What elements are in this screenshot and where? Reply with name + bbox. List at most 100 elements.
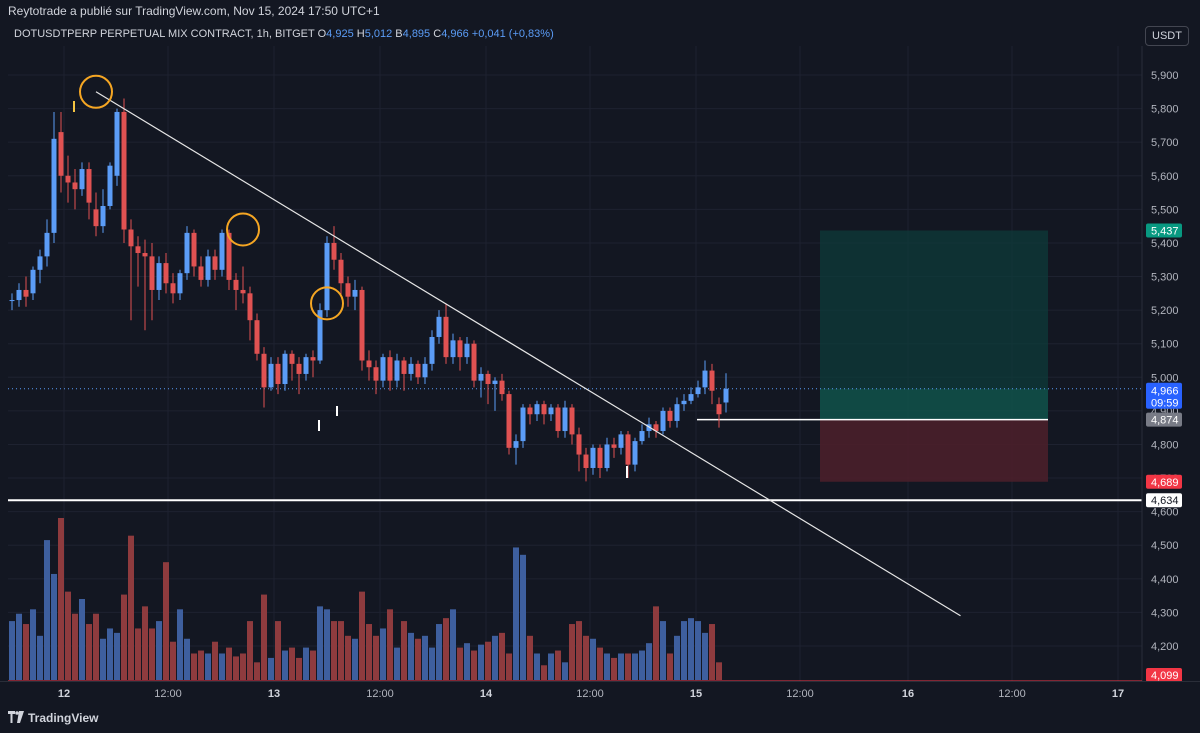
candle-body	[317, 310, 323, 361]
change-value: +0,041 (+0,83%)	[471, 28, 554, 40]
candle-body	[352, 289, 358, 297]
x-tick-label: 17	[1112, 688, 1124, 700]
x-tick-label: 12:00	[366, 688, 394, 700]
volume-bar	[254, 662, 260, 680]
candle-body	[156, 263, 162, 290]
volume-bar	[100, 638, 106, 680]
target-zone-upper	[820, 230, 1048, 389]
x-tick-label: 13	[268, 688, 280, 700]
target-price-label: 5,437	[1151, 226, 1179, 238]
volume-bar	[401, 621, 407, 680]
published-header: Reytotrade a publié sur TradingView.com,…	[0, 0, 1200, 22]
target-zone-lower	[820, 388, 1048, 420]
candle-body	[492, 380, 498, 385]
volume-bar	[156, 621, 162, 680]
volume-bar	[317, 606, 323, 680]
candle-body	[604, 444, 610, 468]
x-tick-label: 12	[58, 688, 70, 700]
candle-body	[261, 353, 267, 388]
candle-body	[387, 357, 393, 381]
y-tick-label: 5,900	[1151, 70, 1179, 82]
candle-body	[184, 232, 190, 274]
low-label: B	[395, 28, 403, 40]
candle-body	[716, 404, 722, 415]
candle-body	[30, 269, 36, 294]
y-tick-label: 5,200	[1151, 305, 1179, 317]
volume-bar	[107, 628, 113, 680]
stop-zone	[820, 419, 1048, 482]
y-tick-label: 5,400	[1151, 238, 1179, 250]
volume-bar	[72, 613, 78, 680]
volume-bar	[576, 621, 582, 680]
volume-bar	[310, 650, 316, 680]
candle-body	[212, 256, 218, 270]
volume-bar	[58, 518, 64, 680]
volume-bar	[709, 624, 715, 680]
volume-bar	[688, 618, 694, 680]
candle-body	[177, 273, 183, 294]
candle-body	[681, 400, 687, 405]
y-tick-label: 4,300	[1151, 607, 1179, 619]
stop-price-label-bg	[1146, 474, 1182, 489]
volume-bar	[51, 573, 57, 680]
volume-bar	[275, 621, 281, 680]
volume-bar	[163, 562, 169, 680]
price-chart[interactable]: 5,900 5,800 5,700 5,600 5,500 5,400 5,300 5,200…	[0, 22, 1200, 703]
currency-button[interactable]: USDT	[1145, 26, 1189, 46]
candle-body	[303, 357, 309, 374]
candle-body	[597, 447, 603, 468]
candle-body	[198, 266, 204, 280]
volume-bar	[436, 624, 442, 680]
volume-bar	[408, 632, 414, 680]
volume-bar	[653, 606, 659, 680]
x-tick-label: 14	[480, 688, 493, 700]
volume-bar	[611, 657, 617, 680]
symbol-legend: DOTUSDTPERP PERPETUAL MIX CONTRACT, 1h, …	[14, 28, 554, 40]
candle-body	[9, 300, 15, 302]
volume-bar	[345, 635, 351, 680]
volume-bar	[527, 635, 533, 680]
candle-body	[114, 111, 120, 176]
candle-body	[639, 431, 645, 442]
candle-body	[86, 169, 92, 203]
volume-bar	[541, 665, 547, 680]
candle-body	[688, 394, 694, 401]
open-label: O	[317, 28, 327, 40]
candle-body	[394, 360, 400, 381]
volume-bar	[303, 647, 309, 680]
candle-body	[268, 363, 274, 388]
tradingview-logo-icon	[8, 711, 24, 723]
volume-bar	[135, 628, 141, 680]
candle-body	[485, 373, 491, 385]
candle-body	[44, 232, 50, 257]
volume-bar	[506, 653, 512, 680]
candle-body	[359, 289, 365, 361]
bottom-price-label-bg	[1146, 668, 1182, 682]
candle-body	[534, 404, 540, 415]
x-tick-label: 12:00	[998, 688, 1026, 700]
candle-body	[618, 434, 624, 448]
current-price-label-bg	[1146, 382, 1182, 409]
volume-bar	[583, 635, 589, 680]
candle-body	[457, 340, 463, 358]
volume-bar	[681, 621, 687, 680]
trendline	[95, 91, 961, 617]
candle-body	[233, 279, 239, 290]
candle-body	[366, 360, 372, 368]
entry-price-label: 4,874	[1151, 415, 1179, 427]
candle-body	[240, 289, 246, 294]
candle-body	[163, 263, 169, 284]
volume-bar	[142, 606, 148, 680]
candle-body	[289, 353, 295, 364]
volume-bar	[604, 653, 610, 680]
volume-bar	[219, 653, 225, 680]
volume-bar	[562, 662, 568, 680]
candle-body	[142, 253, 148, 257]
candle-body	[79, 169, 85, 190]
y-tick-label: 4,600	[1151, 507, 1179, 519]
volume-bar	[646, 643, 652, 680]
x-tick-label: 12:00	[786, 688, 814, 700]
volume-bar	[198, 650, 204, 680]
volume-bar	[37, 635, 43, 680]
symbol-name: DOTUSDTPERP PERPETUAL MIX CONTRACT, 1h, …	[14, 28, 315, 40]
